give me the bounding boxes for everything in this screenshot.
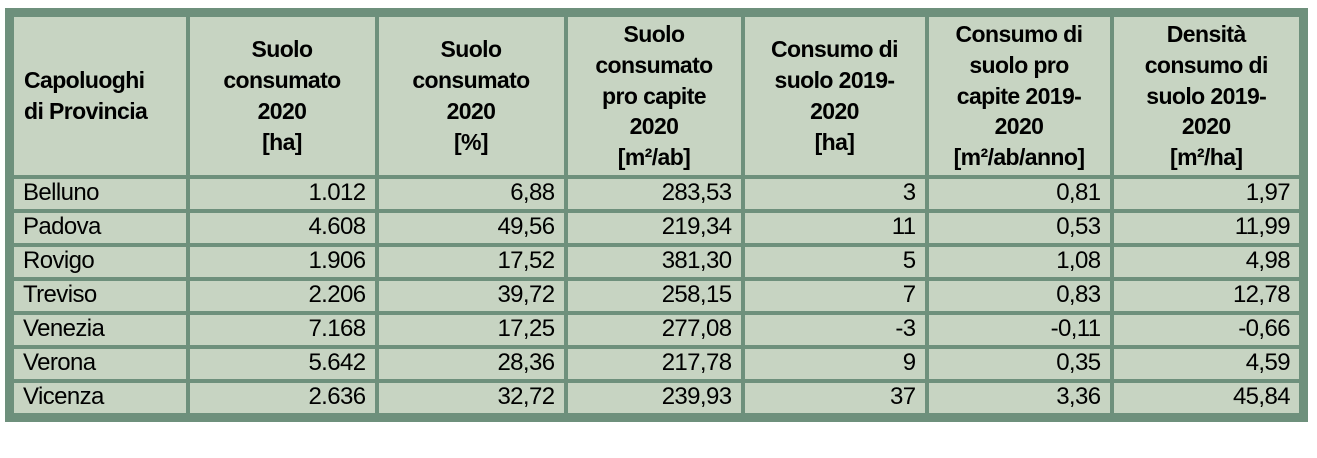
value-cell: -0,11 xyxy=(924,311,1114,350)
value-cell: 28,36 xyxy=(374,345,568,384)
soil-consumption-table: Capoluoghi di Provincia Suolo consumato … xyxy=(5,8,1308,423)
table-row-padova: Padova 4.608 49,56 219,34 11 0,53 11,99 xyxy=(7,209,1306,248)
row-label: Treviso xyxy=(7,277,190,316)
value-cell: 2.206 xyxy=(185,277,379,316)
value-cell: 1.012 xyxy=(185,175,379,214)
value-cell: 7.168 xyxy=(185,311,379,350)
col-header-capoluoghi-di-provincia: Capoluoghi di Provincia xyxy=(7,10,190,180)
value-cell: 4,98 xyxy=(1109,243,1306,282)
value-cell: 0,83 xyxy=(924,277,1114,316)
value-cell: 0,35 xyxy=(924,345,1114,384)
value-cell: 1.906 xyxy=(185,243,379,282)
col-header-densita-consumo-di-suolo-2019-2020: Densità consumo di suolo 2019- 2020 [m²/… xyxy=(1109,10,1306,180)
value-cell: 7 xyxy=(740,277,929,316)
row-label: Vicenza xyxy=(7,379,190,420)
table-row-belluno: Belluno 1.012 6,88 283,53 3 0,81 1,97 xyxy=(7,175,1306,214)
row-label: Belluno xyxy=(7,175,190,214)
value-cell: 2.636 xyxy=(185,379,379,420)
col-header-suolo-consumato-2020-pct: Suolo consumato 2020 [%] xyxy=(374,10,568,180)
value-cell: 5 xyxy=(740,243,929,282)
value-cell: 45,84 xyxy=(1109,379,1306,420)
value-cell: 217,78 xyxy=(563,345,745,384)
value-cell: 32,72 xyxy=(374,379,568,420)
header-row: Capoluoghi di Provincia Suolo consumato … xyxy=(7,10,1306,180)
value-cell: -0,66 xyxy=(1109,311,1306,350)
value-cell: 1,08 xyxy=(924,243,1114,282)
value-cell: 3,36 xyxy=(924,379,1114,420)
row-label: Venezia xyxy=(7,311,190,350)
value-cell: 5.642 xyxy=(185,345,379,384)
value-cell: 37 xyxy=(740,379,929,420)
value-cell: 4.608 xyxy=(185,209,379,248)
value-cell: 39,72 xyxy=(374,277,568,316)
value-cell: 17,52 xyxy=(374,243,568,282)
value-cell: 12,78 xyxy=(1109,277,1306,316)
value-cell: 0,53 xyxy=(924,209,1114,248)
value-cell: 49,56 xyxy=(374,209,568,248)
row-label: Padova xyxy=(7,209,190,248)
value-cell: 11,99 xyxy=(1109,209,1306,248)
value-cell: 1,97 xyxy=(1109,175,1306,214)
value-cell: -3 xyxy=(740,311,929,350)
col-header-suolo-consumato-pro-capite-2020: Suolo consumato pro capite 2020 [m²/ab] xyxy=(563,10,745,180)
value-cell: 3 xyxy=(740,175,929,214)
value-cell: 277,08 xyxy=(563,311,745,350)
value-cell: 11 xyxy=(740,209,929,248)
value-cell: 283,53 xyxy=(563,175,745,214)
table-row-treviso: Treviso 2.206 39,72 258,15 7 0,83 12,78 xyxy=(7,277,1306,316)
col-header-consumo-di-suolo-pro-capite-2019-2020: Consumo di suolo pro capite 2019- 2020 [… xyxy=(924,10,1114,180)
col-header-suolo-consumato-2020-ha: Suolo consumato 2020 [ha] xyxy=(185,10,379,180)
data-table-container: Capoluoghi di Provincia Suolo consumato … xyxy=(5,8,1308,423)
value-cell: 17,25 xyxy=(374,311,568,350)
value-cell: 219,34 xyxy=(563,209,745,248)
row-label: Rovigo xyxy=(7,243,190,282)
col-header-consumo-di-suolo-2019-2020-ha: Consumo di suolo 2019- 2020 [ha] xyxy=(740,10,929,180)
value-cell: 9 xyxy=(740,345,929,384)
value-cell: 6,88 xyxy=(374,175,568,214)
value-cell: 239,93 xyxy=(563,379,745,420)
value-cell: 258,15 xyxy=(563,277,745,316)
table-row-rovigo: Rovigo 1.906 17,52 381,30 5 1,08 4,98 xyxy=(7,243,1306,282)
table-row-vicenza: Vicenza 2.636 32,72 239,93 37 3,36 45,84 xyxy=(7,379,1306,420)
table-row-venezia: Venezia 7.168 17,25 277,08 -3 -0,11 -0,6… xyxy=(7,311,1306,350)
table-row-verona: Verona 5.642 28,36 217,78 9 0,35 4,59 xyxy=(7,345,1306,384)
value-cell: 0,81 xyxy=(924,175,1114,214)
row-label: Verona xyxy=(7,345,190,384)
value-cell: 381,30 xyxy=(563,243,745,282)
value-cell: 4,59 xyxy=(1109,345,1306,384)
